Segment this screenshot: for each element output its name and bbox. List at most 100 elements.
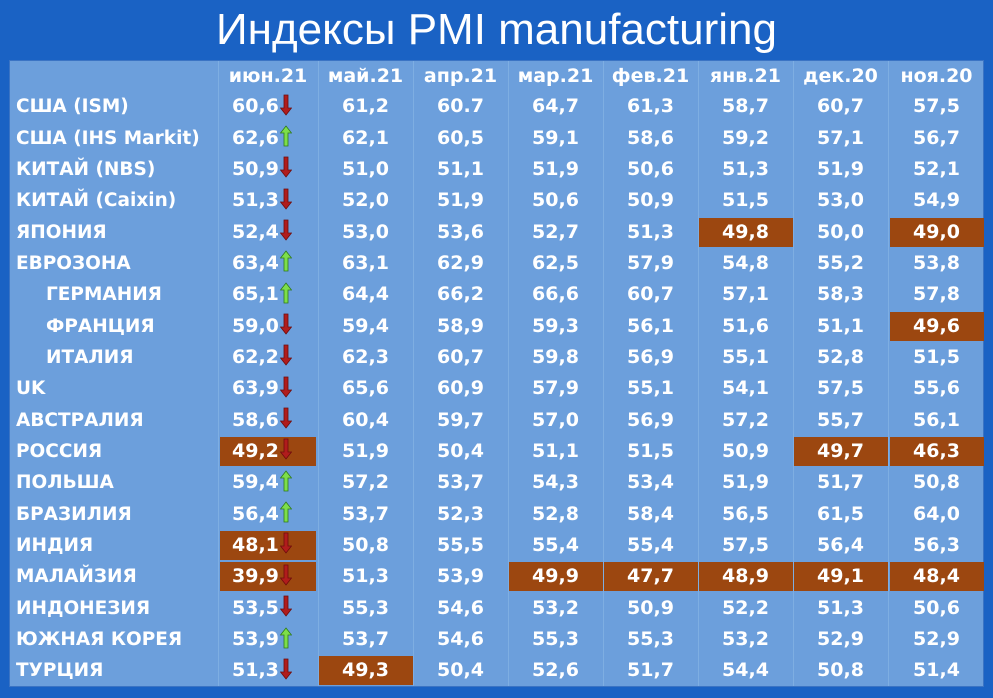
country-name: МАЛАЙЗИЯ (16, 566, 137, 588)
value-text: 66,2 (437, 283, 484, 306)
value-text: 55,7 (817, 408, 864, 431)
value-text: 49,6 (913, 314, 960, 337)
highlighted-value: 49,6 (889, 311, 984, 341)
value-cell: 59,1 (508, 122, 603, 153)
column-header: янв.21 (709, 65, 781, 87)
value-box: 56,7 (890, 124, 984, 153)
value-text: 50,8 (913, 471, 960, 494)
grid-line (218, 61, 219, 686)
value-cell: 60,7 (793, 91, 888, 122)
value-cell: 51,9 (793, 154, 888, 185)
arrow-down-icon (279, 658, 292, 681)
value-box: 66,2 (414, 280, 508, 309)
column-header: ноя.20 (900, 65, 973, 87)
value-text: 51,3 (342, 565, 389, 588)
value-text: 53,7 (342, 502, 389, 525)
value-cell: 49,3 (318, 655, 413, 686)
value-cell: 50,8 (793, 655, 888, 686)
value-cell: 56,4 (793, 530, 888, 561)
grid-line (508, 61, 509, 686)
value-text: 50,0 (817, 220, 864, 243)
value-text: 46,3 (913, 439, 960, 462)
grid-line (698, 61, 699, 686)
value-text: 60,7 (817, 95, 864, 118)
value-cell: 54,4 (698, 655, 793, 686)
value-box: 52,4 (220, 218, 316, 247)
value-cell: 60,6 (218, 91, 318, 122)
value-cell: 58,6 (603, 122, 698, 153)
value-box: 62,2 (220, 343, 316, 372)
value-box: 51,3 (220, 656, 316, 685)
value-text: 60,7 (437, 345, 484, 368)
value-box: 52,0 (319, 186, 413, 215)
value-text: 54,9 (913, 189, 960, 212)
table-row: ИНДИЯ 48,1 50,8 55,5 55,4 55,4 57,5 56,4 56,3 (10, 530, 985, 561)
value-box: 51,5 (604, 437, 698, 466)
value-box: 58,9 (414, 312, 508, 341)
value-text: 55,3 (532, 628, 579, 651)
value-cell: 53,9 (218, 624, 318, 655)
value-box: 56,1 (890, 406, 984, 435)
value-cell: 62,5 (508, 248, 603, 279)
value-cell: 47,7 (603, 561, 698, 592)
value-cell: 50,6 (888, 593, 985, 624)
value-cell: 50,9 (603, 185, 698, 216)
value-cell: 51,5 (603, 436, 698, 467)
value-cell: 59,4 (218, 467, 318, 498)
value-box: 51,5 (699, 186, 793, 215)
value-cell: 53,7 (413, 467, 508, 498)
value-box: 54,4 (699, 656, 793, 685)
highlighted-value: 49,2 (220, 436, 316, 466)
value-cell: 52,6 (508, 655, 603, 686)
value-text: 50,4 (437, 659, 484, 682)
value-cell: 55,3 (318, 593, 413, 624)
value-cell: 53,2 (508, 593, 603, 624)
value-box: 60.7 (414, 92, 508, 121)
value-cell: 54,1 (698, 373, 793, 404)
value-cell: 57,2 (318, 467, 413, 498)
table-row: АВСТРАЛИЯ 58,6 60,4 59,7 57,0 56,9 57,2 55,7 56,… (10, 404, 985, 435)
value-box: 51,9 (319, 437, 413, 466)
value-box: 55,4 (509, 531, 603, 560)
value-box: 61,5 (794, 500, 888, 529)
value-box: 56,9 (604, 343, 698, 372)
value-box: 63,4 (220, 249, 316, 278)
value-box: 62,3 (319, 343, 413, 372)
value-cell: 56,4 (218, 498, 318, 529)
value-text: 50,6 (627, 157, 674, 180)
value-text: 63,4 (232, 251, 279, 274)
value-text: 56,1 (627, 314, 674, 337)
value-box: 55,3 (604, 625, 698, 654)
value-text: 62,3 (342, 345, 389, 368)
value-box: 63,9 (220, 374, 316, 403)
value-cell: 55,7 (793, 404, 888, 435)
value-text: 53,7 (437, 471, 484, 494)
value-cell: 51,1 (793, 310, 888, 341)
arrow-up-icon (279, 470, 292, 493)
table-row: США (ISM) 60,6 61,2 60.7 64,7 61,3 58,7 60,7 57,… (10, 91, 985, 122)
value-cell: 56,3 (888, 530, 985, 561)
value-box: 55,7 (794, 406, 888, 435)
value-box: 60,9 (414, 374, 508, 403)
value-text: 62,5 (532, 251, 579, 274)
value-box: 52,6 (509, 656, 603, 685)
value-text: 56,3 (913, 533, 960, 556)
value-text: 50,6 (913, 596, 960, 619)
value-text: 51,9 (437, 189, 484, 212)
value-text: 58,4 (627, 502, 674, 525)
table-row: РОССИЯ 49,2 51,9 50,4 51,1 51,5 50,9 49,7 46,3 (10, 436, 985, 467)
value-text: 53,5 (232, 596, 279, 619)
value-text: 51,1 (817, 314, 864, 337)
table-row: ЮЖНАЯ КОРЕЯ 53,9 53,7 54,6 55,3 55,3 53,2 52,9 5… (10, 624, 985, 655)
value-text: 50,9 (232, 157, 279, 180)
country-name: ТУРЦИЯ (16, 660, 104, 682)
highlighted-value: 46,3 (889, 436, 984, 466)
value-cell: 48,9 (698, 561, 793, 592)
value-box: 61,2 (319, 92, 413, 121)
value-box: 57,5 (699, 531, 793, 560)
highlighted-value: 39,9 (220, 562, 316, 592)
value-text: 51,5 (722, 189, 769, 212)
value-box: 50,9 (604, 594, 698, 623)
arrow-down-icon (279, 595, 292, 619)
value-box: 56,5 (699, 500, 793, 529)
